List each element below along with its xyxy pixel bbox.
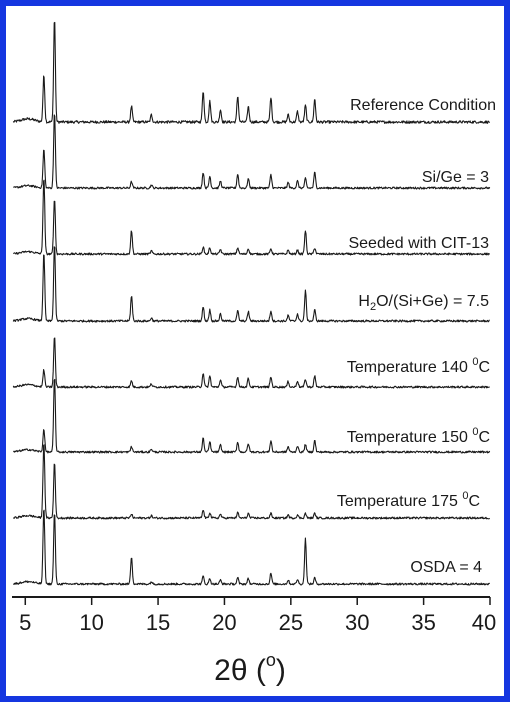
series-label-group: Reference Condition Si/Ge = 3 Seeded wit…	[337, 97, 496, 576]
label-h2o-ratio: H2O/(Si+Ge) = 7.5	[358, 293, 489, 313]
x-axis-title-sup: o	[266, 650, 276, 670]
x-axis-title: 2θ (o)	[214, 650, 286, 687]
x-tick-group: 5 10 15 20 25 30 35 40	[19, 597, 496, 635]
label-temperature-175: Temperature 175 0C	[337, 490, 480, 510]
label-t175-main: Temperature 175	[337, 493, 462, 510]
trace-group	[12, 21, 491, 586]
label-h2o-sub: 2	[370, 301, 376, 313]
label-t150-sup: 0	[472, 426, 478, 438]
xrd-trace-1	[12, 21, 491, 124]
label-t140-rest: C	[478, 359, 490, 376]
x-tick-label-10: 10	[79, 610, 103, 635]
label-osda-4: OSDA = 4	[410, 559, 482, 576]
label-t140-main: Temperature 140	[347, 359, 472, 376]
label-t150-rest: C	[478, 429, 490, 446]
label-t175-rest: C	[468, 493, 480, 510]
x-tick-label-25: 25	[279, 610, 303, 635]
label-t150-main: Temperature 150	[347, 429, 472, 446]
x-tick-label-15: 15	[146, 610, 170, 635]
xrd-trace-2	[12, 114, 491, 190]
label-seeded-cit-13: Seeded with CIT-13	[348, 235, 489, 252]
label-si-ge-3: Si/Ge = 3	[422, 169, 489, 186]
x-tick-label-20: 20	[212, 610, 236, 635]
xrd-trace-7	[12, 444, 491, 520]
x-tick-label-5: 5	[19, 610, 31, 635]
xrd-trace-5	[12, 337, 490, 389]
label-reference-condition: Reference Condition	[350, 97, 496, 114]
x-tick-label-35: 35	[411, 610, 435, 635]
label-t175-sup: 0	[462, 490, 468, 502]
label-h2o-rest: O/(Si+Ge) = 7.5	[376, 293, 489, 310]
x-axis-title-rest: )	[276, 654, 286, 687]
label-t140-sup: 0	[472, 356, 478, 368]
label-temperature-150: Temperature 150 0C	[347, 426, 490, 446]
label-temperature-140: Temperature 140 0C	[347, 356, 490, 376]
xrd-trace-8	[12, 509, 491, 586]
xrd-trace-4	[12, 246, 490, 323]
xrd-trace-3	[13, 179, 491, 256]
x-axis-title-main: 2θ (	[214, 654, 266, 687]
label-h2o-main: H	[358, 293, 370, 310]
xrd-trace-6	[12, 378, 491, 454]
x-tick-label-40: 40	[472, 610, 496, 635]
x-tick-label-30: 30	[345, 610, 369, 635]
